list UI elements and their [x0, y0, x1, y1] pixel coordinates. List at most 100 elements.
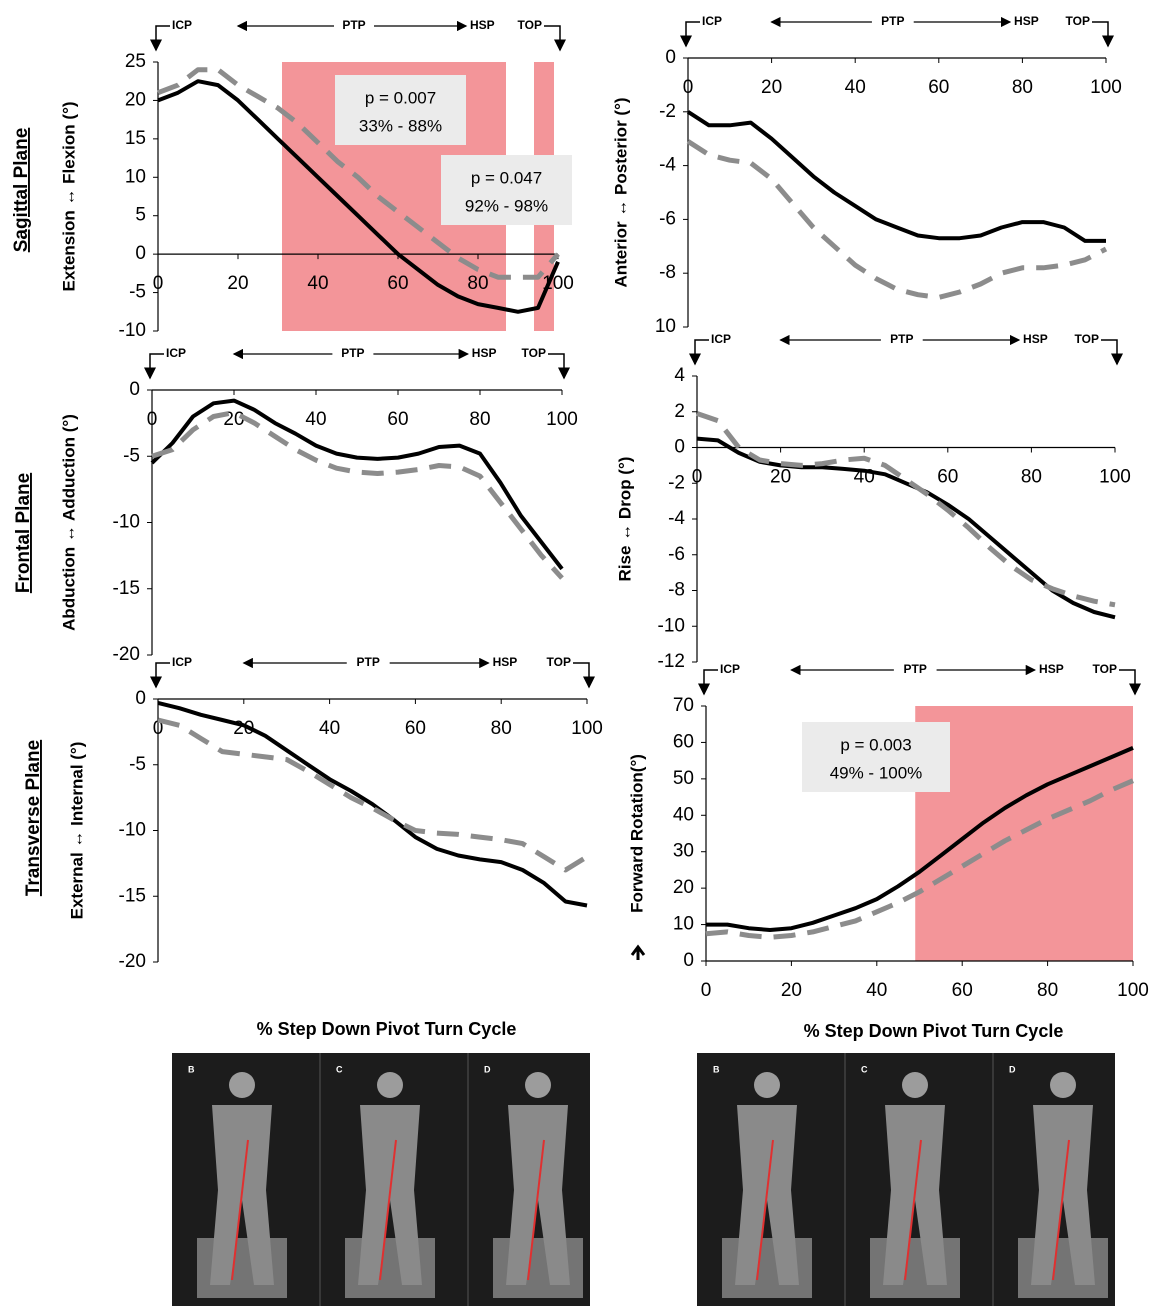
phase-arrow [150, 25, 170, 52]
step-box [722, 1238, 812, 1298]
annotation-text: 92% - 98% [465, 196, 548, 215]
y-tick-label: -5 [129, 282, 146, 303]
subject-head [1050, 1072, 1076, 1098]
photo-label: C [861, 1064, 868, 1074]
phase-label: ICP [172, 18, 192, 32]
y-tick-label: -5 [129, 754, 146, 775]
y-tick-label: -15 [119, 885, 146, 906]
y-tick-label: 25 [125, 51, 146, 72]
phase-label: TOP [518, 18, 542, 32]
subject-head [229, 1072, 255, 1098]
y-axis-label: Anterior ↔ Posterior (°) [611, 97, 630, 287]
x-tick-label: 40 [866, 980, 887, 1001]
annotation-box [441, 155, 572, 225]
x-tick-label: 80 [1021, 467, 1042, 488]
series-line [157, 717, 589, 873]
y-axis-label: Abduction ↔ Adduction (°) [59, 414, 78, 631]
photo-label: B [713, 1064, 720, 1074]
y-tick-label: -10 [113, 512, 140, 533]
series-line [686, 139, 1108, 300]
x-tick-label: 0 [701, 980, 712, 1001]
x-tick-label: 0 [683, 77, 694, 98]
phase-label: TOP [547, 655, 571, 669]
y-tick-label: -5 [123, 445, 140, 466]
x-tick-label: 80 [1037, 980, 1058, 1001]
x-tick-label: 60 [387, 409, 408, 430]
y-tick-label: 4 [674, 365, 685, 386]
photo-label: C [336, 1064, 343, 1074]
phase-arrow [573, 662, 595, 689]
y-tick-label: -6 [668, 544, 685, 565]
annotation-text: 33% - 88% [359, 116, 442, 135]
photo-label: B [188, 1064, 195, 1074]
phase-label: ICP [711, 332, 731, 346]
phase-arrow [144, 353, 164, 380]
phase-label: HSP [493, 655, 518, 669]
phase-label: ICP [166, 346, 186, 360]
y-tick-label: 10 [673, 914, 694, 935]
phase-label: TOP [1075, 332, 1099, 346]
y-tick-label: -2 [659, 101, 676, 122]
phase-label: HSP [470, 18, 495, 32]
annotation-box [335, 75, 466, 145]
series-line [706, 746, 1134, 932]
y-tick-label: -10 [119, 820, 146, 841]
y-tick-label: 15 [125, 128, 146, 149]
phase-label: HSP [1014, 14, 1039, 28]
y-axis-label: Extension ↔ Flexion (°) [59, 101, 78, 291]
y-tick-label: 0 [683, 950, 694, 971]
row-label: Transverse Plane [23, 740, 44, 896]
marker-line [231, 1139, 249, 1281]
step-box [870, 1238, 960, 1298]
marker-line [1052, 1139, 1070, 1281]
x-tick-label: 20 [781, 980, 802, 1001]
x-tick-label: 40 [845, 77, 866, 98]
y-tick-label: -20 [113, 644, 140, 665]
x-axis-label: % Step Down Pivot Turn Cycle [257, 1019, 517, 1039]
x-tick-label: 60 [937, 467, 958, 488]
phase-label: TOP [1093, 662, 1117, 676]
x-tick-label: 0 [153, 273, 164, 294]
row-label: Frontal Plane [13, 473, 34, 593]
subject-head [902, 1072, 928, 1098]
y-tick-label: 70 [673, 695, 694, 716]
x-tick-label: 0 [153, 718, 164, 739]
photo-label: D [484, 1064, 491, 1074]
phase-label: HSP [1023, 332, 1048, 346]
y-tick-label: 5 [135, 205, 146, 226]
y-tick-label: 0 [674, 437, 685, 458]
y-tick-label: 10 [125, 166, 146, 187]
marker-line [379, 1139, 397, 1281]
x-tick-label: 20 [770, 467, 791, 488]
series-line [157, 79, 560, 314]
x-tick-label: 60 [928, 77, 949, 98]
photo-label: D [1009, 1064, 1016, 1074]
series-line [705, 778, 1134, 940]
x-tick-label: 100 [571, 718, 603, 739]
phase-label: TOP [522, 346, 546, 360]
y-tick-label: -8 [668, 580, 685, 601]
y-tick-label: 0 [135, 688, 146, 709]
annotation-text: p = 0.047 [471, 168, 542, 187]
phase-label: PTP [890, 332, 913, 346]
y-tick-label: 0 [665, 47, 676, 68]
x-tick-label: 80 [469, 409, 490, 430]
x-tick-label: 60 [405, 718, 426, 739]
y-tick-label: 30 [673, 841, 694, 862]
x-tick-label: 20 [227, 273, 248, 294]
y-tick-label: 40 [673, 804, 694, 825]
up-arrow [630, 944, 646, 960]
marker-line [756, 1139, 774, 1281]
y-tick-label: 20 [125, 89, 146, 110]
marker-line [904, 1139, 922, 1281]
x-tick-label: 100 [1090, 77, 1122, 98]
series-line [686, 110, 1106, 243]
y-tick-label: 20 [673, 877, 694, 898]
x-tick-label: 0 [147, 409, 158, 430]
x-tick-label: 40 [307, 273, 328, 294]
x-tick-label: 100 [546, 409, 578, 430]
series-line [157, 67, 560, 280]
step-box [345, 1238, 435, 1298]
y-tick-label: -12 [658, 651, 685, 672]
